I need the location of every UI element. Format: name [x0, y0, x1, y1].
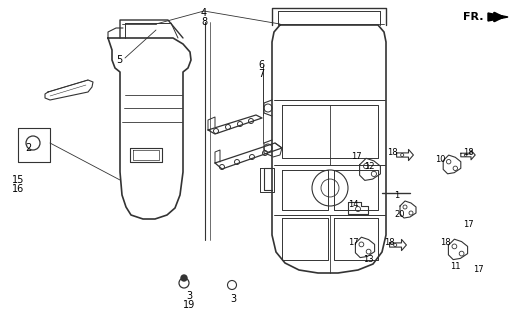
- Text: 15: 15: [12, 175, 24, 185]
- Text: 14: 14: [348, 200, 358, 209]
- Text: FR.: FR.: [463, 12, 484, 22]
- Text: 18: 18: [387, 148, 397, 157]
- Text: 5: 5: [116, 55, 122, 65]
- Text: 18: 18: [463, 148, 473, 157]
- Text: 19: 19: [183, 300, 195, 310]
- Text: 10: 10: [435, 155, 445, 164]
- Text: 13: 13: [363, 255, 373, 264]
- Circle shape: [181, 275, 187, 281]
- Text: 18: 18: [384, 238, 394, 247]
- Text: 3: 3: [230, 294, 236, 304]
- Text: 11: 11: [450, 262, 460, 271]
- Text: 6: 6: [258, 60, 264, 70]
- Text: 17: 17: [463, 220, 473, 229]
- Text: 12: 12: [364, 162, 374, 171]
- Text: 17: 17: [351, 152, 361, 161]
- Text: 8: 8: [201, 17, 207, 27]
- Text: 17: 17: [473, 265, 483, 274]
- Text: 3: 3: [186, 291, 192, 301]
- Text: 16: 16: [12, 184, 24, 194]
- Text: 17: 17: [348, 238, 359, 247]
- Text: 18: 18: [439, 238, 450, 247]
- Text: 4: 4: [201, 8, 207, 18]
- Polygon shape: [488, 13, 508, 21]
- Text: 1: 1: [394, 191, 400, 200]
- Text: 20: 20: [395, 210, 405, 219]
- Text: 2: 2: [25, 143, 31, 153]
- Text: 7: 7: [258, 69, 264, 79]
